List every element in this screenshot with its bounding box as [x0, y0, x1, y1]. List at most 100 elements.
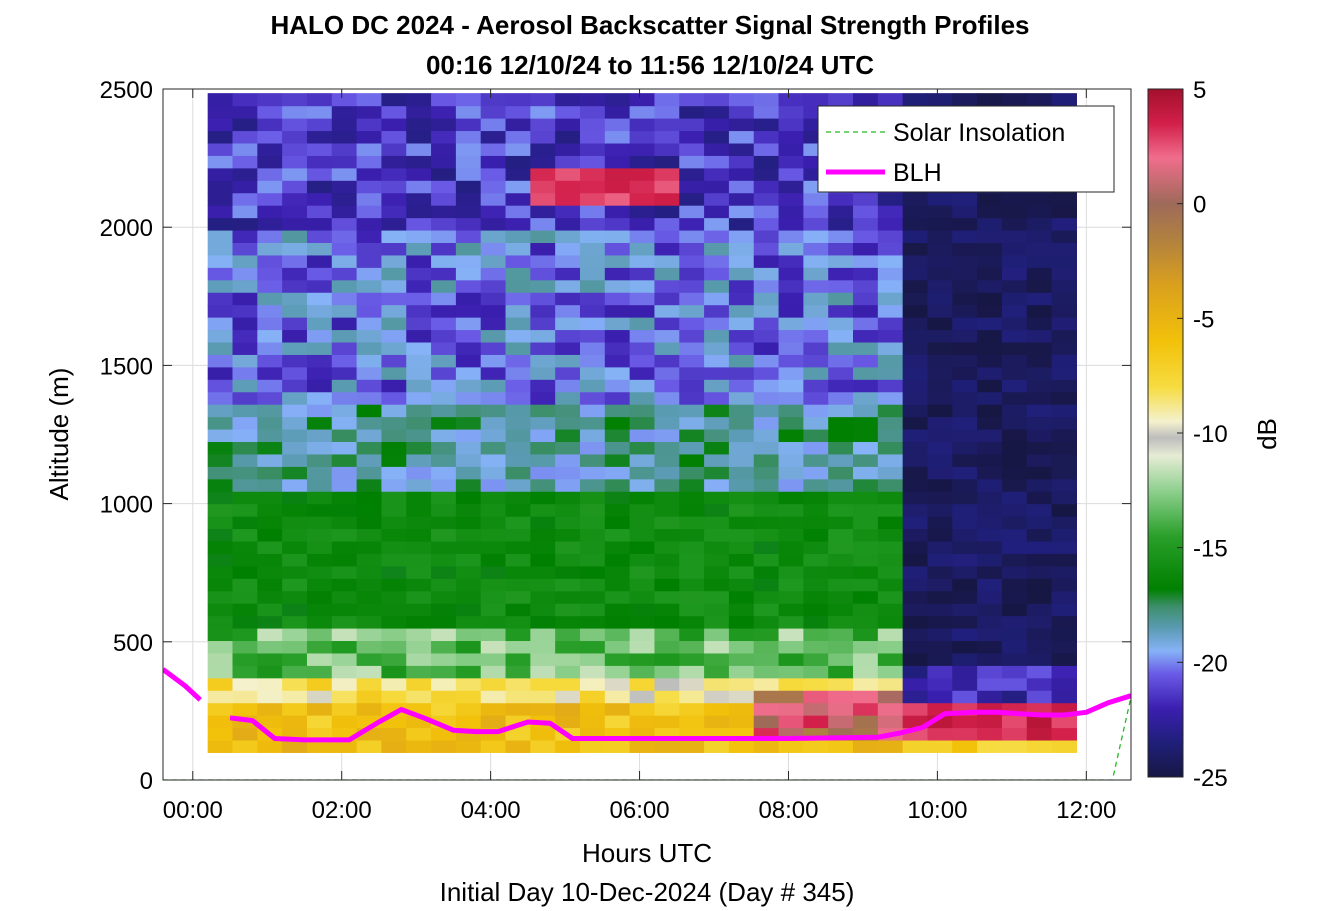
heatmap-cell [381, 341, 407, 355]
heatmap-cell [257, 715, 283, 729]
heatmap-cell [1026, 254, 1053, 268]
heatmap-cell [629, 428, 656, 443]
heatmap-cell [902, 652, 929, 666]
heatmap-cell [356, 491, 383, 505]
heatmap-cell [778, 590, 804, 604]
heatmap-cell [530, 540, 556, 554]
heatmap-cell [555, 167, 581, 181]
heatmap-cell [530, 379, 556, 393]
heatmap-cell [728, 292, 755, 306]
heatmap-cell [1051, 428, 1077, 443]
heatmap-cell [679, 690, 705, 704]
heatmap-cell [1001, 491, 1028, 505]
heatmap-cell [902, 317, 929, 331]
heatmap-cell [356, 267, 383, 281]
heatmap-cell [207, 516, 234, 530]
heatmap-cell [778, 304, 804, 318]
heatmap-cell [207, 690, 234, 704]
heatmap-cell [629, 478, 656, 492]
heatmap-cell [828, 503, 854, 517]
heatmap-cell [579, 167, 606, 181]
heatmap-cell [1001, 603, 1028, 617]
heatmap-cell [604, 491, 631, 505]
heatmap-cell [406, 379, 432, 393]
heatmap-cell [753, 491, 780, 505]
heatmap-cell [753, 130, 780, 144]
heatmap-cell [1051, 540, 1077, 554]
heatmap-cell [431, 142, 457, 156]
heatmap-cell [257, 254, 283, 268]
heatmap-cell [431, 155, 457, 169]
heatmap-cell [406, 341, 432, 355]
heatmap-cell [505, 242, 531, 256]
heatmap-cell [1051, 727, 1077, 741]
heatmap-cell [257, 416, 283, 430]
heatmap-cell [406, 428, 432, 443]
heatmap-cell [579, 105, 606, 119]
heatmap-cell [704, 142, 730, 156]
heatmap-cell [406, 229, 432, 243]
heatmap-cell [306, 677, 333, 691]
heatmap-cell [828, 317, 854, 331]
heatmap-cell [431, 329, 457, 343]
heatmap-cell [331, 192, 358, 206]
heatmap-cell [530, 503, 556, 517]
heatmap-cell [853, 590, 879, 604]
heatmap-cell [381, 603, 407, 617]
x-tick-label: 02:00 [312, 797, 372, 824]
heatmap-cell [778, 690, 804, 704]
heatmap-cell [977, 242, 1003, 256]
heatmap-cell [654, 304, 680, 318]
heatmap-cell [257, 118, 283, 132]
heatmap-cell [555, 553, 581, 567]
heatmap-cell [902, 516, 929, 530]
heatmap-cell [331, 627, 358, 642]
heatmap-cell [555, 428, 581, 443]
heatmap-cell [455, 491, 482, 505]
heatmap-cell [480, 702, 507, 716]
heatmap-cell [1001, 478, 1028, 492]
heatmap-cell [232, 540, 258, 554]
heatmap-cell [381, 590, 407, 604]
heatmap-cell [530, 478, 556, 492]
heatmap-cell [232, 354, 258, 368]
heatmap-cell [803, 453, 829, 467]
heatmap-cell [406, 578, 432, 592]
heatmap-cell [331, 317, 358, 331]
heatmap-cell [654, 118, 680, 132]
heatmap-cell [555, 615, 581, 629]
heatmap-cell [356, 130, 383, 144]
heatmap-cell [505, 702, 531, 716]
heatmap-cell [306, 428, 333, 443]
heatmap-cell [455, 627, 482, 642]
heatmap-cell [530, 130, 556, 144]
heatmap-cell [306, 118, 333, 132]
heatmap-cell [604, 279, 631, 293]
heatmap-cell [331, 702, 358, 716]
heatmap-cell [977, 366, 1003, 380]
heatmap-cell [257, 590, 283, 604]
heatmap-cell [728, 341, 755, 355]
heatmap-cell [282, 590, 308, 604]
heatmap-cell [604, 528, 631, 542]
heatmap-cell [431, 180, 457, 194]
heatmap-cell [306, 553, 333, 567]
heatmap-cell [679, 279, 705, 293]
heatmap-cell [331, 553, 358, 567]
heatmap-cell [431, 739, 457, 753]
plot-frame [162, 88, 1132, 781]
heatmap-cell [356, 354, 383, 368]
heatmap-cell [753, 155, 780, 169]
heatmap-cell [604, 105, 631, 119]
heatmap-cell [381, 267, 407, 281]
heatmap-cell [728, 640, 755, 654]
heatmap-cell [902, 640, 929, 654]
heatmap-cell [877, 453, 904, 467]
heatmap-cell [902, 304, 929, 318]
heatmap-cell [406, 317, 432, 331]
heatmap-cell [306, 590, 333, 604]
heatmap-cell [530, 466, 556, 480]
heatmap-cell [828, 217, 854, 231]
heatmap-cell [232, 93, 258, 107]
heatmap-cell [629, 503, 656, 517]
